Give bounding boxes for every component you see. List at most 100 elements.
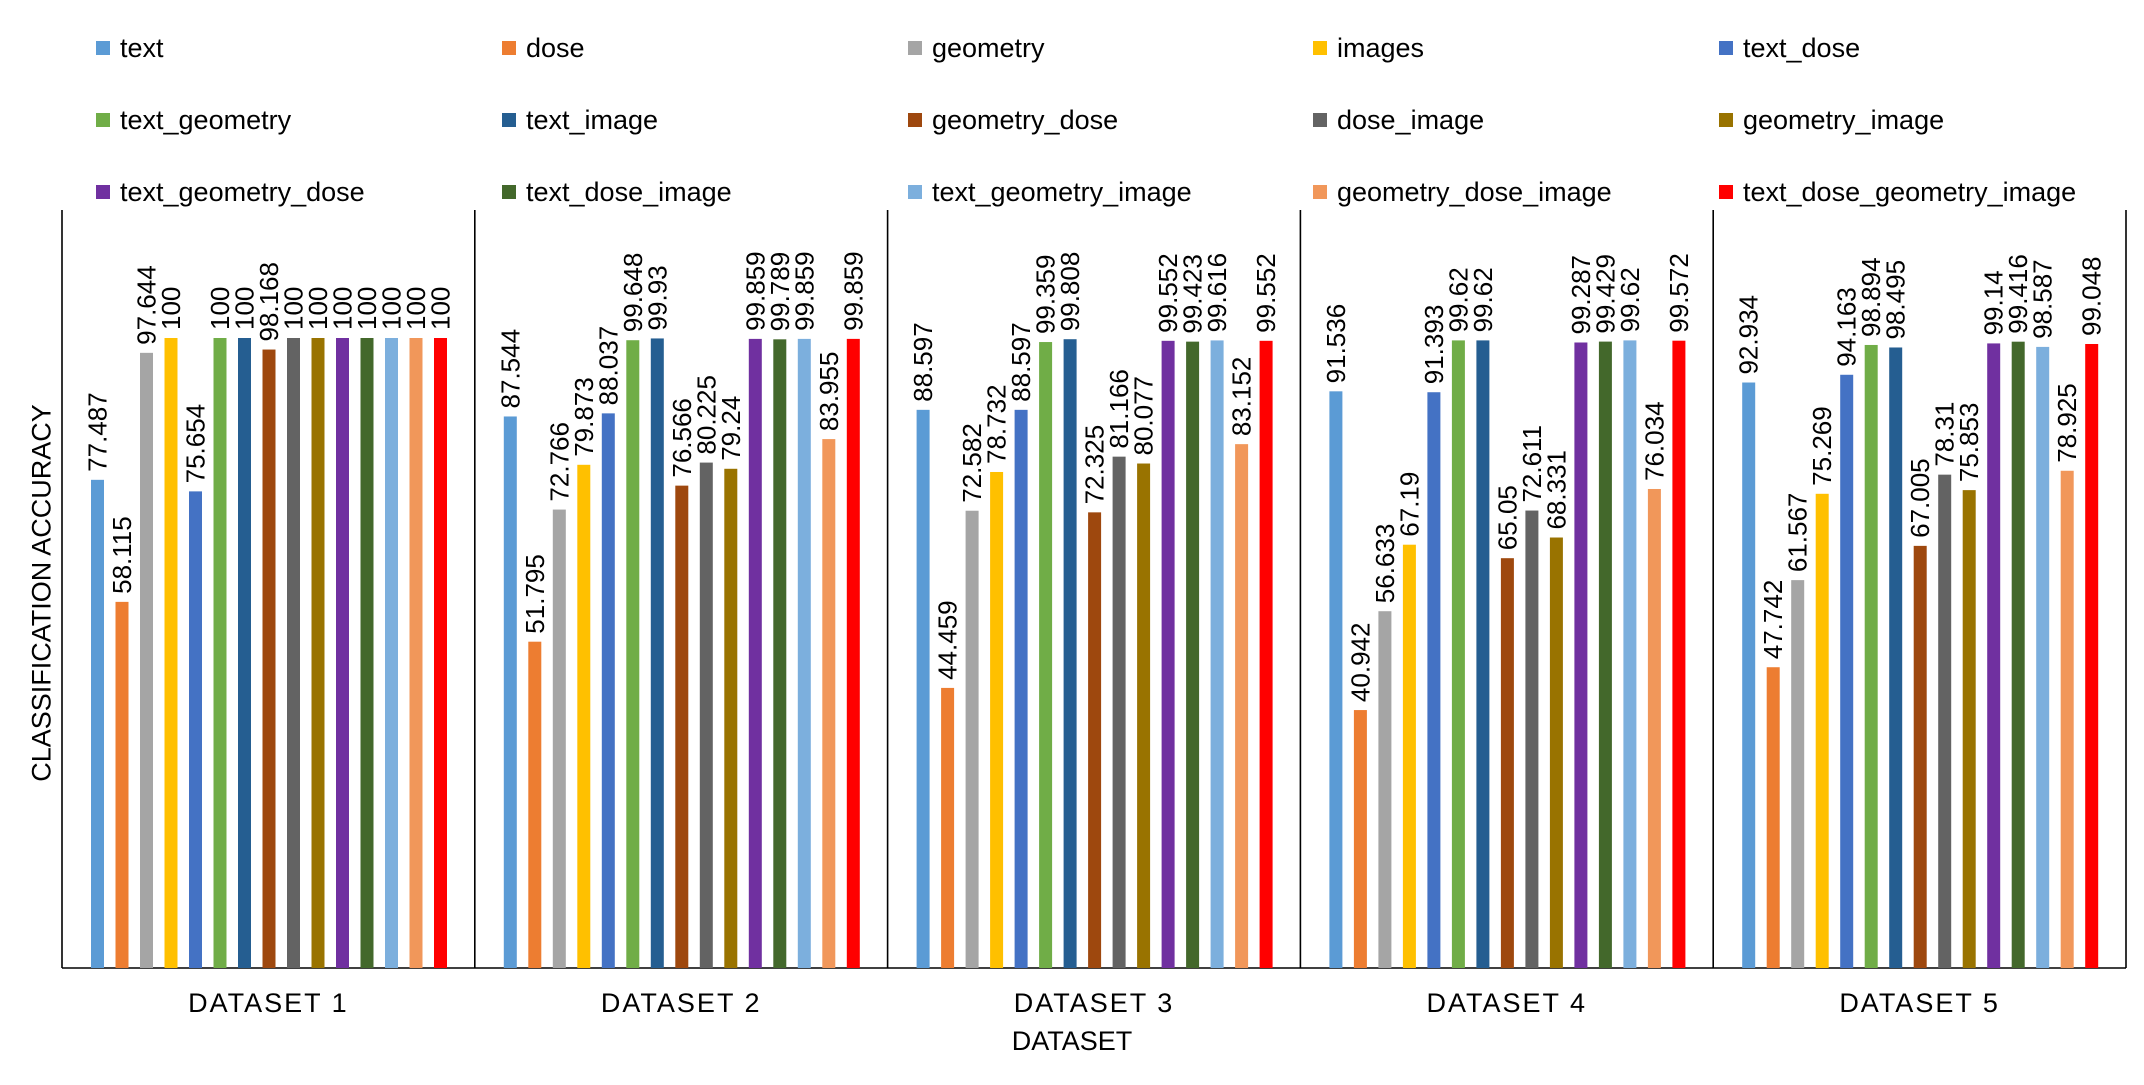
legend-label: text_image (526, 104, 659, 135)
data-label: 99.93 (642, 265, 672, 330)
data-label: 100 (426, 287, 456, 330)
bar (1549, 537, 1563, 968)
data-label: 51.795 (520, 554, 550, 634)
data-label: 98.495 (1881, 260, 1911, 340)
bar (1451, 340, 1465, 968)
bar (1766, 667, 1780, 968)
bar (1353, 710, 1367, 968)
bar (699, 462, 713, 968)
data-label: 99.416 (2003, 254, 2033, 334)
bar (748, 338, 762, 968)
data-label: 91.393 (1419, 305, 1449, 385)
data-label: 100 (156, 287, 186, 330)
bar (1525, 510, 1539, 968)
bar (1962, 490, 1976, 968)
legend-swatch (1719, 185, 1733, 199)
data-label: 99.648 (618, 253, 648, 333)
data-label: 99.14 (1979, 270, 2009, 335)
legend-swatch (96, 185, 110, 199)
data-label: 99.859 (740, 251, 770, 331)
bar (1598, 341, 1612, 968)
bar (675, 485, 689, 968)
legend-swatch (502, 113, 516, 127)
data-label: 100 (303, 287, 333, 330)
legend-swatch (908, 41, 922, 55)
bar (1063, 339, 1077, 968)
legend-label: geometry_dose_image (1337, 176, 1612, 207)
data-label: 78.31 (1930, 402, 1960, 467)
data-label: 77.487 (83, 392, 113, 472)
bar (822, 439, 836, 968)
legend-item: geometry_dose_image (1313, 172, 1612, 212)
legend-item: dose (502, 28, 585, 68)
data-label: 100 (377, 287, 407, 330)
bar (1791, 580, 1805, 968)
bar (1402, 544, 1416, 968)
bar (503, 416, 517, 969)
bar (1259, 340, 1273, 968)
x-tick-label: DATASET 3 (1014, 988, 1175, 1018)
bar (164, 338, 178, 968)
legend-label: text_dose (1743, 32, 1861, 63)
data-label: 79.24 (716, 396, 746, 461)
bar (773, 339, 787, 968)
data-label: 100 (401, 287, 431, 330)
data-label: 72.766 (544, 422, 574, 502)
bar (1815, 493, 1829, 968)
data-label: 72.325 (1080, 425, 1110, 505)
bar (1476, 340, 1490, 968)
bar (1427, 392, 1441, 968)
data-label: 75.654 (181, 404, 211, 484)
bar (1647, 488, 1661, 968)
legend-item: text (96, 28, 164, 68)
bar (1574, 342, 1588, 968)
legend-swatch (1313, 113, 1327, 127)
data-label: 80.225 (691, 375, 721, 455)
data-label: 99.616 (1202, 253, 1232, 333)
data-label: 99.572 (1664, 253, 1694, 333)
bar (1235, 444, 1249, 968)
bar (1112, 456, 1126, 968)
bar (846, 338, 860, 968)
x-tick-label: DATASET 5 (1839, 988, 2000, 1018)
legend-label: text_geometry_image (932, 176, 1192, 207)
bar (797, 338, 811, 968)
legend-swatch (1313, 41, 1327, 55)
bar (965, 510, 979, 968)
bar (2011, 341, 2025, 968)
bar (189, 491, 202, 968)
bar (1938, 474, 1952, 968)
data-label: 88.597 (1006, 322, 1036, 402)
legend-item: text_dose (1719, 28, 1860, 68)
legend-label: images (1337, 32, 1425, 63)
bar (2036, 346, 2050, 969)
data-label: 80.077 (1129, 376, 1159, 456)
y-axis-title-text: CLASSIFICATION ACCURACY (26, 404, 57, 782)
bar (434, 338, 447, 968)
bar (213, 338, 227, 968)
legend-swatch (1719, 41, 1733, 55)
legend-label: text_dose_image (526, 176, 732, 207)
bar (2060, 470, 2074, 968)
data-label: 76.566 (667, 398, 697, 478)
data-label: 79.873 (569, 377, 599, 457)
data-label: 65.05 (1492, 485, 1522, 550)
legend-item: text_image (502, 100, 658, 140)
legend-swatch (502, 185, 516, 199)
data-label: 99.552 (1153, 253, 1183, 333)
data-label: 83.955 (814, 352, 844, 432)
bar (601, 413, 615, 968)
chart-legend: text dose geometry images text_dose text_geom… (0, 0, 2144, 220)
data-label: 99.62 (1443, 267, 1473, 332)
data-label: 56.633 (1370, 524, 1400, 604)
data-label: 61.567 (1783, 493, 1813, 573)
legend-item: text_geometry_dose (96, 172, 365, 212)
data-label: 78.925 (2052, 383, 2082, 463)
data-label: 100 (230, 287, 260, 330)
data-label: 99.359 (1031, 255, 1061, 335)
legend-item: geometry_image (1719, 100, 1944, 140)
data-label: 100 (279, 287, 309, 330)
data-label: 99.789 (765, 252, 795, 332)
legend-label: text (120, 32, 164, 63)
bar (1137, 463, 1151, 968)
